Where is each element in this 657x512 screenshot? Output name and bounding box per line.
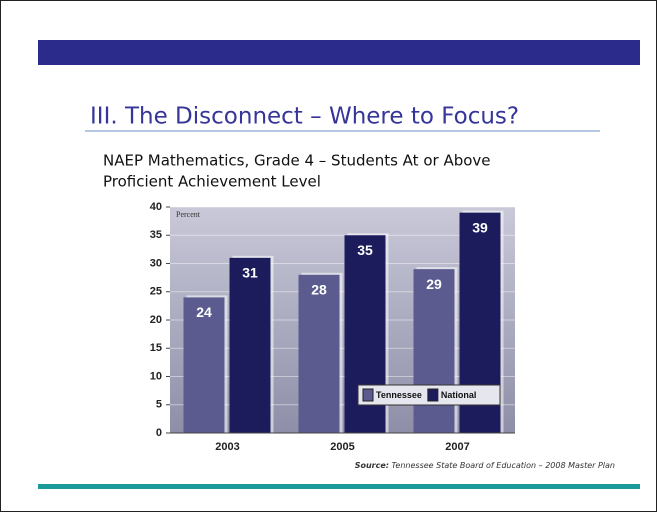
bar	[299, 275, 340, 433]
y-tick-label: 0	[156, 427, 162, 439]
source: Source: Tennessee State Board of Educati…	[355, 461, 615, 470]
legend-swatch	[428, 389, 438, 401]
legend-swatch	[363, 389, 373, 401]
chart-title: NAEP Mathematics, Grade 4 – Students At …	[103, 152, 491, 170]
y-tick-label: 30	[150, 257, 162, 269]
y-tick-label: 5	[156, 399, 162, 411]
x-tick-label: 2007	[445, 441, 469, 453]
slide: III. The Disconnect – Where to Focus? NA…	[0, 0, 657, 512]
value-label: 35	[357, 242, 373, 258]
value-label: 28	[311, 282, 327, 298]
top-band	[38, 40, 640, 65]
y-tick-label: 25	[150, 286, 162, 298]
bar	[230, 258, 271, 433]
value-label: 31	[242, 265, 258, 281]
y-tick-label: 10	[150, 370, 162, 382]
bar	[414, 269, 455, 433]
legend-label: National	[441, 390, 477, 400]
y-tick-label: 40	[150, 201, 162, 213]
y-tick-label: 35	[150, 229, 162, 241]
value-label: 39	[472, 219, 488, 235]
chart-title: Proficient Achievement Level	[103, 173, 321, 191]
value-label: 24	[196, 304, 212, 320]
x-tick-label: 2005	[330, 441, 354, 453]
y-axis-label: Percent	[176, 210, 201, 219]
value-label: 29	[426, 276, 442, 292]
slide-title: III. The Disconnect – Where to Focus?	[90, 104, 519, 130]
source-label: Source:	[355, 461, 389, 470]
x-tick-label: 2003	[215, 441, 239, 453]
legend-label: Tennessee	[376, 390, 422, 400]
y-tick-label: 20	[150, 314, 162, 326]
y-tick-label: 15	[150, 342, 162, 354]
source-text: Tennessee State Board of Education – 200…	[392, 461, 615, 470]
bottom-band	[38, 484, 640, 489]
